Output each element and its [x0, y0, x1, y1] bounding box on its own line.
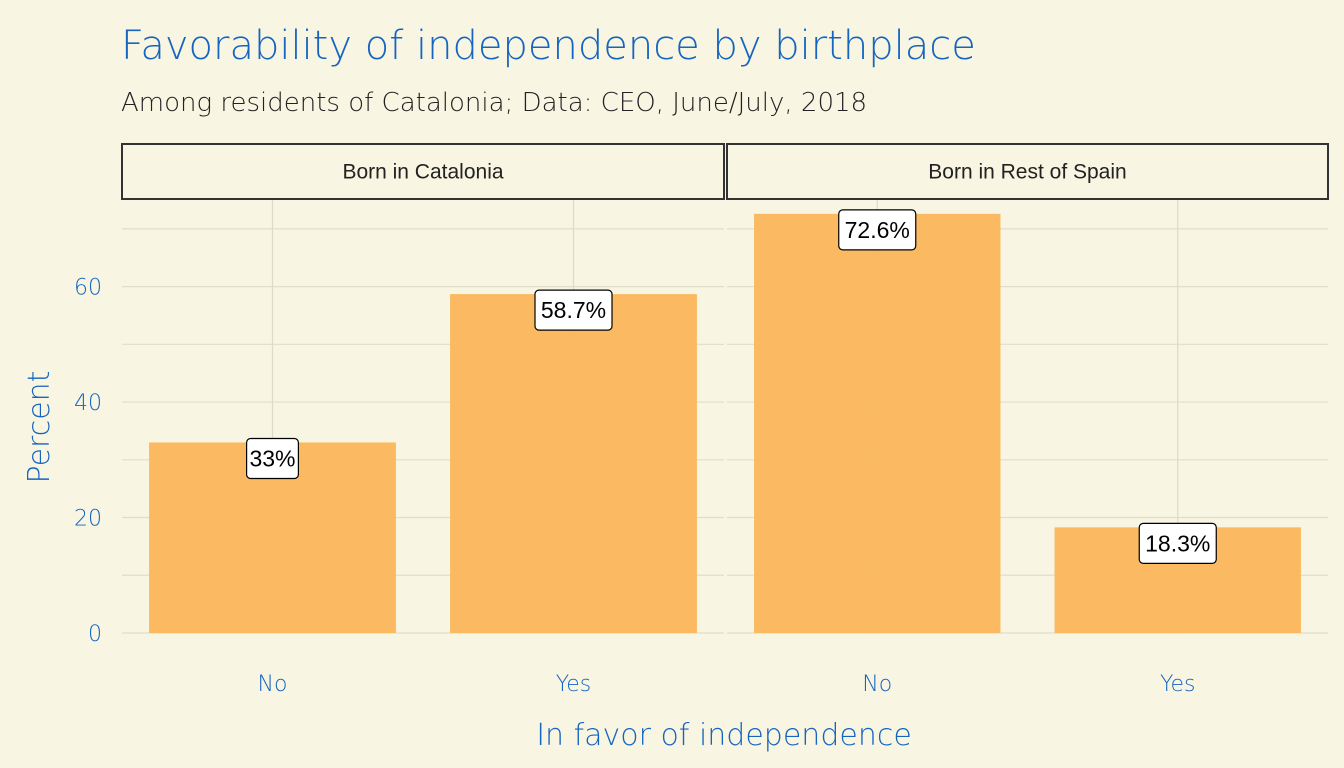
plot-area: 0 20 40 60 Born in Catalonia 33% No 58.7% Yes Bor…: [74, 143, 1329, 697]
data-label-box: [838, 209, 917, 251]
facet-strip-label: Born in Catalonia: [342, 161, 503, 184]
facet-strip-label: Born in Rest of Spain: [928, 161, 1126, 184]
data-label: 72.6%: [845, 217, 910, 243]
y-tick-label: 60: [74, 276, 102, 301]
bar: [754, 213, 1001, 633]
x-tick-label: Yes: [556, 672, 592, 697]
x-tick-label: No: [258, 672, 288, 697]
data-label: 58.7%: [541, 297, 606, 323]
y-tick-label: 0: [88, 622, 102, 647]
data-label: 33%: [249, 445, 295, 471]
y-axis-title: Percent: [22, 371, 57, 484]
data-label-box: [1138, 522, 1217, 564]
facet-strip: [726, 143, 1329, 200]
data-label: 18.3%: [1145, 530, 1210, 556]
y-tick-label: 20: [74, 507, 102, 532]
data-label-box: [246, 437, 300, 480]
x-tick-label: No: [862, 672, 892, 697]
x-axis-title: In favor of independence: [536, 718, 912, 753]
y-tick-label: 40: [74, 391, 102, 416]
x-tick-label: Yes: [1160, 672, 1196, 697]
chart-subtitle: Among residents of Catalonia; Data: CEO,…: [121, 88, 867, 118]
data-label-box: [534, 289, 613, 331]
bar: [450, 294, 697, 633]
facet-strip: [121, 143, 725, 200]
chart-title: Favorability of independence by birthpla…: [121, 23, 976, 69]
